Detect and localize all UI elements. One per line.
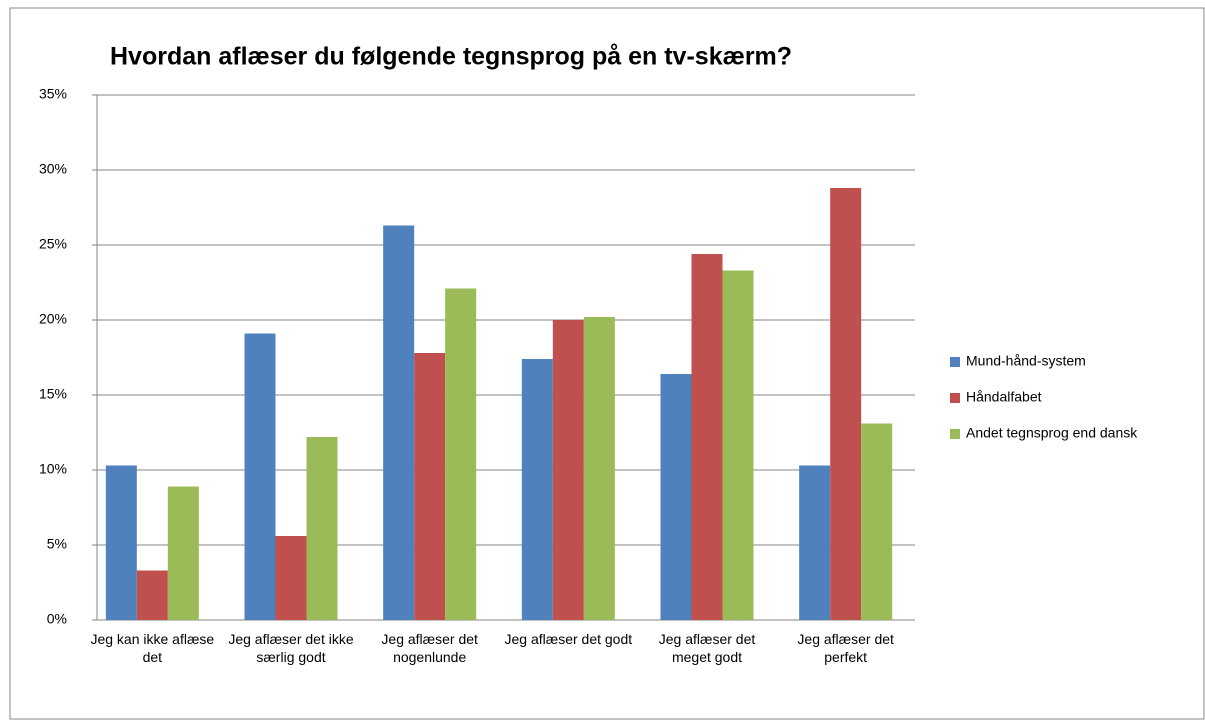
x-tick-label: Jeg aflæser det meget godt bbox=[658, 631, 756, 665]
bar bbox=[414, 353, 446, 620]
x-tick-label: Jeg aflæser det perfekt bbox=[797, 631, 894, 665]
legend-swatch bbox=[950, 357, 960, 367]
x-tick-label: Jeg aflæser det godt bbox=[504, 631, 633, 647]
legend-label: Mund-hånd-system bbox=[966, 353, 1086, 369]
legend-label: Håndalfabet bbox=[966, 389, 1042, 405]
y-tick-label: 0% bbox=[47, 611, 67, 627]
legend-swatch bbox=[950, 393, 960, 403]
y-tick-label: 5% bbox=[47, 536, 67, 552]
bar bbox=[136, 570, 168, 620]
bar bbox=[445, 288, 477, 620]
bar bbox=[244, 333, 276, 620]
y-tick-label: 30% bbox=[39, 161, 67, 177]
bar bbox=[660, 374, 692, 620]
bar bbox=[799, 465, 831, 620]
y-tick-label: 25% bbox=[39, 236, 67, 252]
y-tick-label: 15% bbox=[39, 386, 67, 402]
legend-swatch bbox=[950, 429, 960, 439]
bar bbox=[830, 188, 862, 620]
y-tick-label: 10% bbox=[39, 461, 67, 477]
x-tick-label: Jeg kan ikke aflæse det bbox=[90, 631, 215, 665]
bar bbox=[306, 437, 338, 620]
x-tick-label: Jeg aflæser det nogenlunde bbox=[381, 631, 478, 665]
y-tick-label: 35% bbox=[39, 86, 67, 102]
chart-title: Hvordan aflæser du følgende tegnsprog på… bbox=[110, 43, 792, 71]
bar bbox=[383, 225, 415, 620]
bar bbox=[167, 486, 199, 620]
bar bbox=[722, 270, 754, 620]
bar bbox=[552, 320, 584, 620]
bar bbox=[583, 317, 615, 620]
bar bbox=[105, 465, 137, 620]
bar bbox=[275, 536, 307, 620]
legend-label: Andet tegnsprog end dansk bbox=[966, 425, 1138, 441]
bar bbox=[861, 423, 893, 620]
bar bbox=[521, 359, 553, 620]
y-tick-label: 20% bbox=[39, 311, 67, 327]
bar bbox=[691, 254, 723, 620]
x-tick-label: Jeg aflæser det ikke særlig godt bbox=[228, 631, 354, 665]
